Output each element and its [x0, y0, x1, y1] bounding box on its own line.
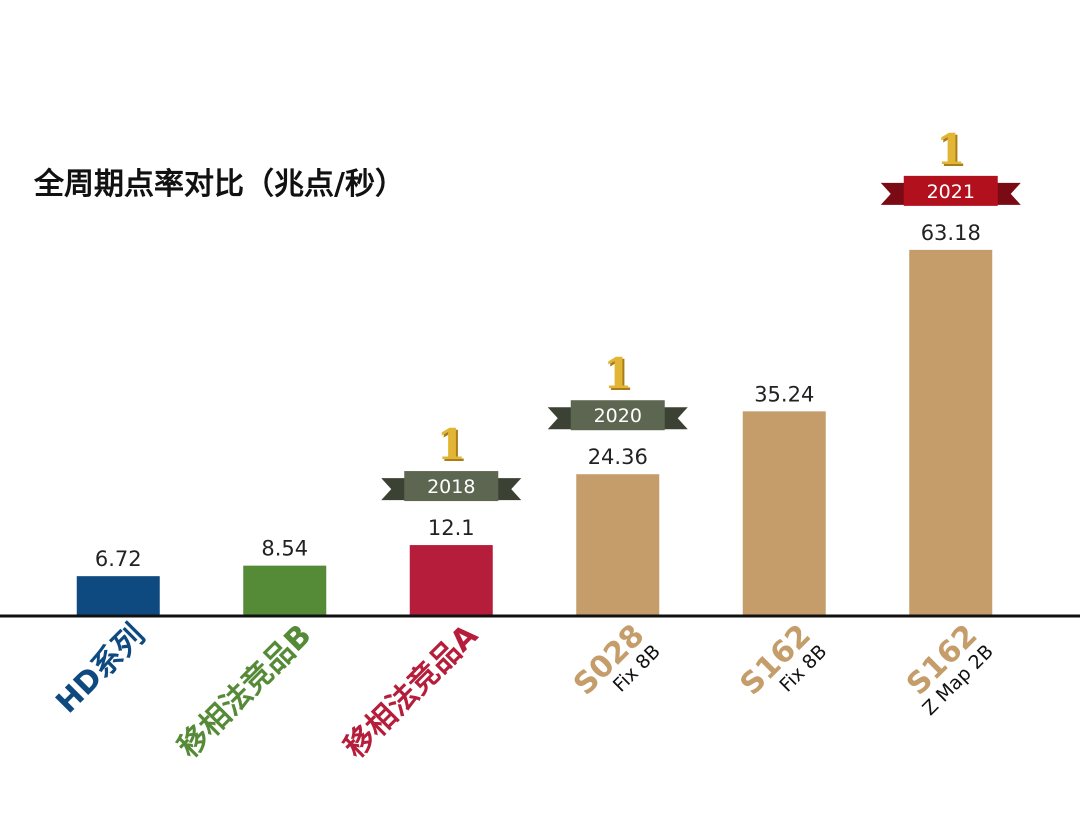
- data-label: 6.72: [95, 547, 142, 571]
- data-label: 12.1: [428, 516, 475, 540]
- ribbon-tail-left: [547, 407, 572, 430]
- data-label: 24.36: [588, 445, 648, 469]
- ribbon-tail-right: [996, 182, 1021, 205]
- ribbon-band: [404, 471, 499, 502]
- data-label: 8.54: [261, 537, 308, 561]
- category-label: 移相法竞品A: [338, 617, 486, 765]
- category-label: 移相法竞品B: [171, 618, 318, 765]
- ribbon-year: 2020: [594, 405, 642, 427]
- data-label: 35.24: [754, 382, 814, 406]
- ribbon-band: [570, 400, 665, 431]
- ribbon-tail-right: [663, 407, 688, 430]
- chart-title: 全周期点率对比（兆点/秒）: [33, 167, 405, 202]
- bar: [243, 565, 327, 615]
- award-rank-shadow: 1: [938, 127, 967, 176]
- bar: [909, 249, 993, 615]
- bar: [76, 576, 160, 615]
- bar: [742, 411, 826, 615]
- award-rank: 1: [437, 420, 466, 469]
- bars-group: 6.72 8.54 12.1 24.36 35.24 63.18: [76, 221, 993, 615]
- ribbon-tail-left: [381, 478, 406, 501]
- tick-label: 移相法竞品A: [338, 617, 486, 765]
- tick-label: HD系列: [49, 618, 152, 721]
- ribbon-tail-left: [880, 182, 905, 205]
- category-label: HD系列: [49, 618, 152, 721]
- ribbon-band: [903, 175, 998, 206]
- tick-label: 移相法竞品B: [171, 618, 318, 765]
- award-rank-shadow: 1: [605, 351, 634, 400]
- award-rank: 1: [936, 125, 965, 174]
- bar: [576, 474, 660, 615]
- bar: [409, 545, 493, 615]
- ribbon-year: 2021: [927, 181, 975, 203]
- ribbon-tail-right: [497, 478, 522, 501]
- award-rank: 1: [603, 349, 632, 398]
- award-rank-shadow: 1: [439, 422, 468, 471]
- data-label: 63.18: [921, 221, 981, 245]
- ribbon-year: 2018: [427, 476, 475, 498]
